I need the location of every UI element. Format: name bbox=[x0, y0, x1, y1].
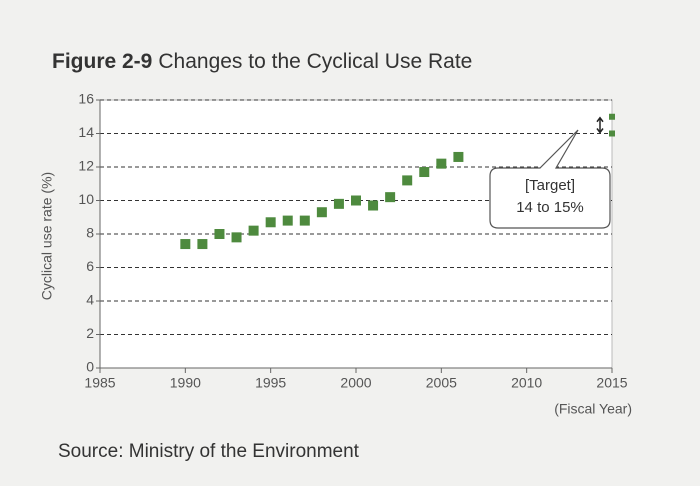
data-point bbox=[453, 151, 464, 162]
y-tick-label: 14 bbox=[78, 124, 94, 140]
y-tick-label: 2 bbox=[86, 325, 94, 341]
y-tick-label: 10 bbox=[78, 191, 94, 207]
y-tick-label: 0 bbox=[86, 359, 94, 375]
data-point bbox=[282, 215, 293, 226]
y-axis-label: Cyclical use rate (%) bbox=[39, 172, 55, 300]
annotation-line: 14 to 15% bbox=[516, 199, 584, 216]
x-tick-label: 1985 bbox=[84, 375, 115, 391]
data-point bbox=[214, 229, 225, 239]
data-point bbox=[316, 207, 327, 218]
x-tick-label: 1995 bbox=[255, 375, 286, 391]
callout-box bbox=[489, 129, 611, 229]
y-tick-label: 12 bbox=[78, 158, 94, 174]
x-tick-label: 1990 bbox=[170, 375, 201, 391]
source: Source: Ministry of the Environment bbox=[58, 441, 360, 462]
target-point bbox=[609, 113, 615, 120]
x-tick-label: 2005 bbox=[426, 375, 457, 391]
data-point bbox=[248, 225, 259, 236]
data-point bbox=[385, 192, 396, 203]
y-tick-label: 4 bbox=[86, 292, 94, 308]
x-axis-label: (Fiscal Year) bbox=[554, 401, 632, 417]
data-point bbox=[197, 239, 208, 250]
data-point bbox=[419, 167, 430, 178]
x-tick-label: 2010 bbox=[511, 375, 542, 391]
data-point bbox=[333, 198, 344, 209]
annotation-line: [Target] bbox=[525, 177, 575, 194]
data-point bbox=[368, 200, 379, 211]
target-arrowhead bbox=[596, 116, 604, 134]
y-tick-label: 6 bbox=[86, 258, 94, 274]
data-point bbox=[351, 195, 361, 206]
title-text: Changes to the Cyclical Use Rate bbox=[158, 50, 472, 73]
y-tick-label: 16 bbox=[78, 91, 94, 107]
figure-label: Figure 2-9 bbox=[52, 50, 152, 73]
data-point bbox=[265, 217, 276, 228]
target-point bbox=[609, 130, 615, 137]
grid bbox=[100, 99, 612, 335]
chart-title: Figure 2-9 Changes to the Cyclical Use Ra… bbox=[52, 50, 472, 73]
data-point bbox=[402, 175, 413, 186]
y-tick-label: 8 bbox=[86, 225, 94, 241]
data-point bbox=[231, 232, 242, 243]
x-tick-label: 2000 bbox=[340, 375, 371, 391]
data-point bbox=[180, 239, 191, 250]
x-tick-label: 2015 bbox=[596, 375, 627, 391]
data-point bbox=[299, 215, 310, 226]
data-point bbox=[436, 158, 447, 169]
